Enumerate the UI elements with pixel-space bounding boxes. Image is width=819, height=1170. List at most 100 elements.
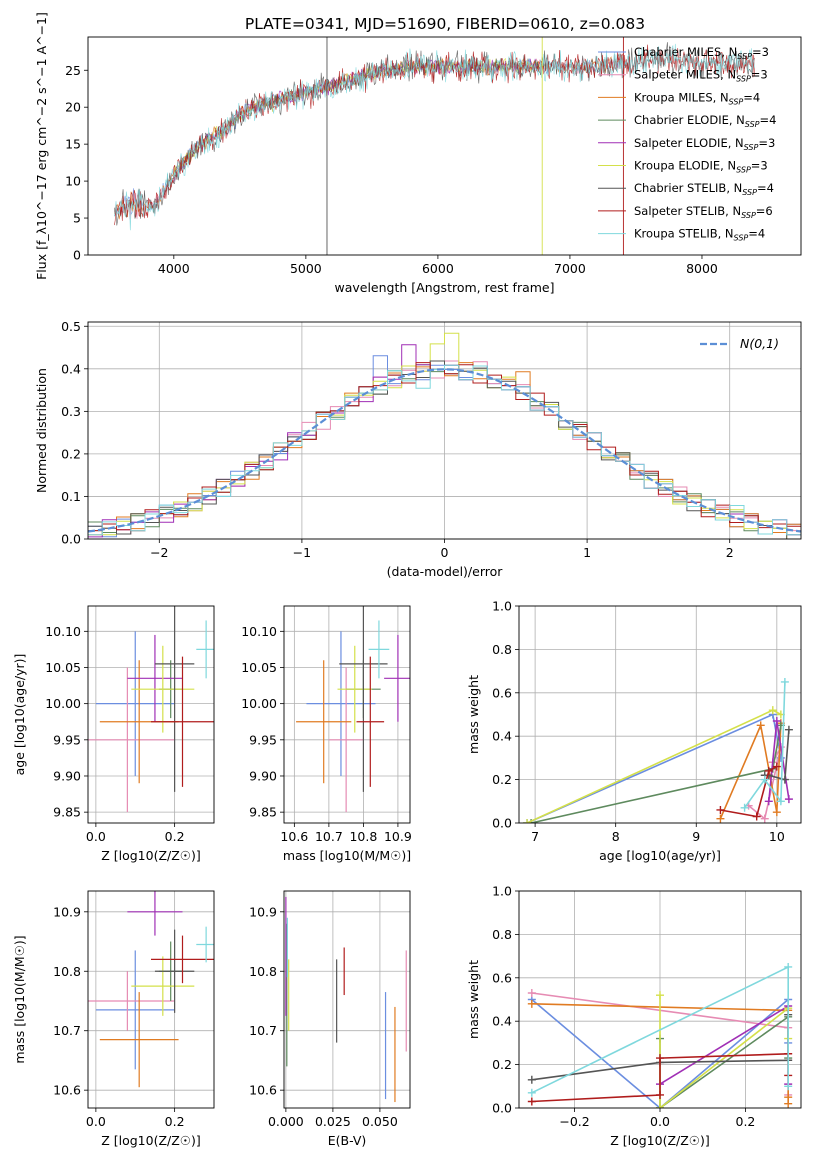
y-tick-label: 0.5 <box>61 319 81 334</box>
y-tick-label: 10.9 <box>53 904 81 919</box>
y-tick-label: 10.9 <box>249 904 277 919</box>
x-tick-label: 0.0 <box>86 829 106 844</box>
y-tick-label: 0.6 <box>492 970 512 985</box>
data-point-marker <box>740 803 749 812</box>
y-tick-label: 15 <box>65 137 81 152</box>
x-tick-label: 10.6 <box>280 829 308 844</box>
y-tick-label: 10.8 <box>249 964 277 979</box>
y-tick-label: 10.10 <box>241 624 277 639</box>
x-tick-label: 0.2 <box>736 1114 756 1129</box>
x-tick-label: 8 <box>612 829 620 844</box>
series-line <box>114 56 623 220</box>
y-tick-label: 10 <box>65 174 81 189</box>
y-axis-label: mass weight <box>466 960 481 1039</box>
y-tick-label: 0.1 <box>61 489 81 504</box>
panel-mass-weight-vs-age: 7 8 9 10 0.0 0.2 0.4 0.6 0.8 1.0 age [log10(age/yr… <box>466 599 802 863</box>
y-tick-label: 10.7 <box>249 1023 277 1038</box>
y-tick-label: 0.4 <box>492 1014 512 1029</box>
x-tick-label: −2 <box>150 545 168 560</box>
x-tick-label: 2 <box>726 545 734 560</box>
y-tick-label: 0.8 <box>492 642 512 657</box>
data-point-marker <box>656 1090 664 1099</box>
legend-entry: Kroupa MILES, NSSP=4 <box>634 90 760 106</box>
y-tick-label: 1.0 <box>492 599 512 614</box>
y-tick-label: 10.6 <box>249 1083 277 1098</box>
plot-area <box>114 37 755 255</box>
y-tick-label: 10.00 <box>45 696 81 711</box>
x-tick-label: −0.2 <box>559 1114 589 1129</box>
x-axis-label: wavelength [Angstrom, rest frame] <box>334 280 554 295</box>
panel-spectrum: 4000 5000 6000 7000 8000 0 5 10 15 20 25 wavelength… <box>34 12 802 295</box>
y-tick-label: 10.00 <box>241 696 277 711</box>
x-tick-label: 10 <box>769 829 785 844</box>
y-tick-label: 20 <box>65 100 81 115</box>
y-tick-label: 0.2 <box>492 772 512 787</box>
y-tick-label: 10.8 <box>53 964 81 979</box>
y-tick-label: 0.0 <box>61 532 81 547</box>
y-tick-label: 0.0 <box>492 1101 512 1116</box>
x-axis-label: mass [log10(M/M☉)] <box>283 848 411 863</box>
y-tick-label: 10.7 <box>53 1023 81 1038</box>
y-tick-label: 10.05 <box>241 660 277 675</box>
plot-area <box>285 896 407 1103</box>
data-point-marker <box>752 812 761 821</box>
series-line <box>720 765 778 818</box>
legend-entry: Kroupa ELODIE, NSSP=3 <box>634 159 768 175</box>
y-tick-label: 10.10 <box>45 624 81 639</box>
y-tick-label: 9.95 <box>249 732 277 747</box>
y-tick-label: 0.8 <box>492 927 512 942</box>
histogram-series <box>88 332 801 539</box>
data-point-marker <box>527 988 536 997</box>
plot-area <box>88 606 214 813</box>
series-line <box>114 57 623 216</box>
data-point-marker <box>764 797 773 806</box>
y-tick-label: 10.6 <box>53 1083 81 1098</box>
legend-entry: N(0,1) <box>740 336 779 351</box>
x-axis-label: (data-model)/error <box>387 564 504 579</box>
data-point-marker <box>776 797 785 806</box>
x-tick-label: 0.0 <box>650 1114 670 1129</box>
figure-title: PLATE=0341, MJD=51690, FIBERID=0610, z=0… <box>245 15 645 33</box>
y-tick-label: 0.4 <box>492 729 512 744</box>
plot-area <box>88 891 214 1088</box>
series-line <box>659 1004 789 1085</box>
legend: Chabrier MILES, NSSP=3 Salpeter MILES, NS… <box>598 45 776 243</box>
data-point-marker <box>784 1099 793 1108</box>
panel-age-vs-mass: 10.6 10.7 10.8 10.9 9.85 9.90 9.95 10.00 10.05 10… <box>241 605 412 863</box>
data-point-marker <box>656 991 664 1000</box>
legend-entry: Kroupa STELIB, NSSP=4 <box>634 227 765 243</box>
x-tick-label: 0.050 <box>362 1114 398 1129</box>
data-point-marker <box>656 1054 664 1063</box>
panel-mass-weight-vs-Z: −0.2 0.0 0.2 0.0 0.2 0.4 0.6 0.8 1.0 Z [log10(Z/Z… <box>466 884 802 1148</box>
legend-entry: Salpeter ELODIE, NSSP=3 <box>634 136 775 152</box>
y-axis-label: age [log10(age/yr)] <box>12 654 27 776</box>
x-tick-label: 4000 <box>158 261 190 276</box>
x-axis-label: Z [log10(Z/Z☉)] <box>101 848 201 863</box>
x-tick-label: 5000 <box>290 261 322 276</box>
y-tick-label: 9.90 <box>53 768 81 783</box>
y-axis-label: mass weight <box>466 675 481 754</box>
plot-area <box>296 606 410 813</box>
y-tick-label: 0.4 <box>61 361 81 376</box>
x-axis-label: Z [log10(Z/Z☉)] <box>610 1133 710 1148</box>
y-tick-label: 1.0 <box>492 884 512 899</box>
series-line <box>114 43 755 231</box>
data-point-marker <box>784 725 793 734</box>
x-tick-label: 0.2 <box>165 1114 185 1129</box>
axes-frame <box>87 890 215 1109</box>
y-tick-label: 9.85 <box>249 805 277 820</box>
axes-frame <box>87 36 802 256</box>
x-tick-label: 9 <box>692 829 700 844</box>
legend-entry: Salpeter STELIB, NSSP=6 <box>634 204 773 220</box>
y-tick-label: 0.2 <box>492 1057 512 1072</box>
series-line <box>114 57 623 220</box>
data-point-marker <box>527 1097 536 1106</box>
x-tick-label: 10.7 <box>315 829 343 844</box>
axes-frame <box>283 605 411 824</box>
y-tick-label: 0.2 <box>61 446 81 461</box>
y-tick-label: 25 <box>65 63 81 78</box>
data-point-marker <box>756 721 765 730</box>
series-line <box>748 746 782 821</box>
y-tick-label: 5 <box>73 211 81 226</box>
series-line <box>114 44 755 226</box>
